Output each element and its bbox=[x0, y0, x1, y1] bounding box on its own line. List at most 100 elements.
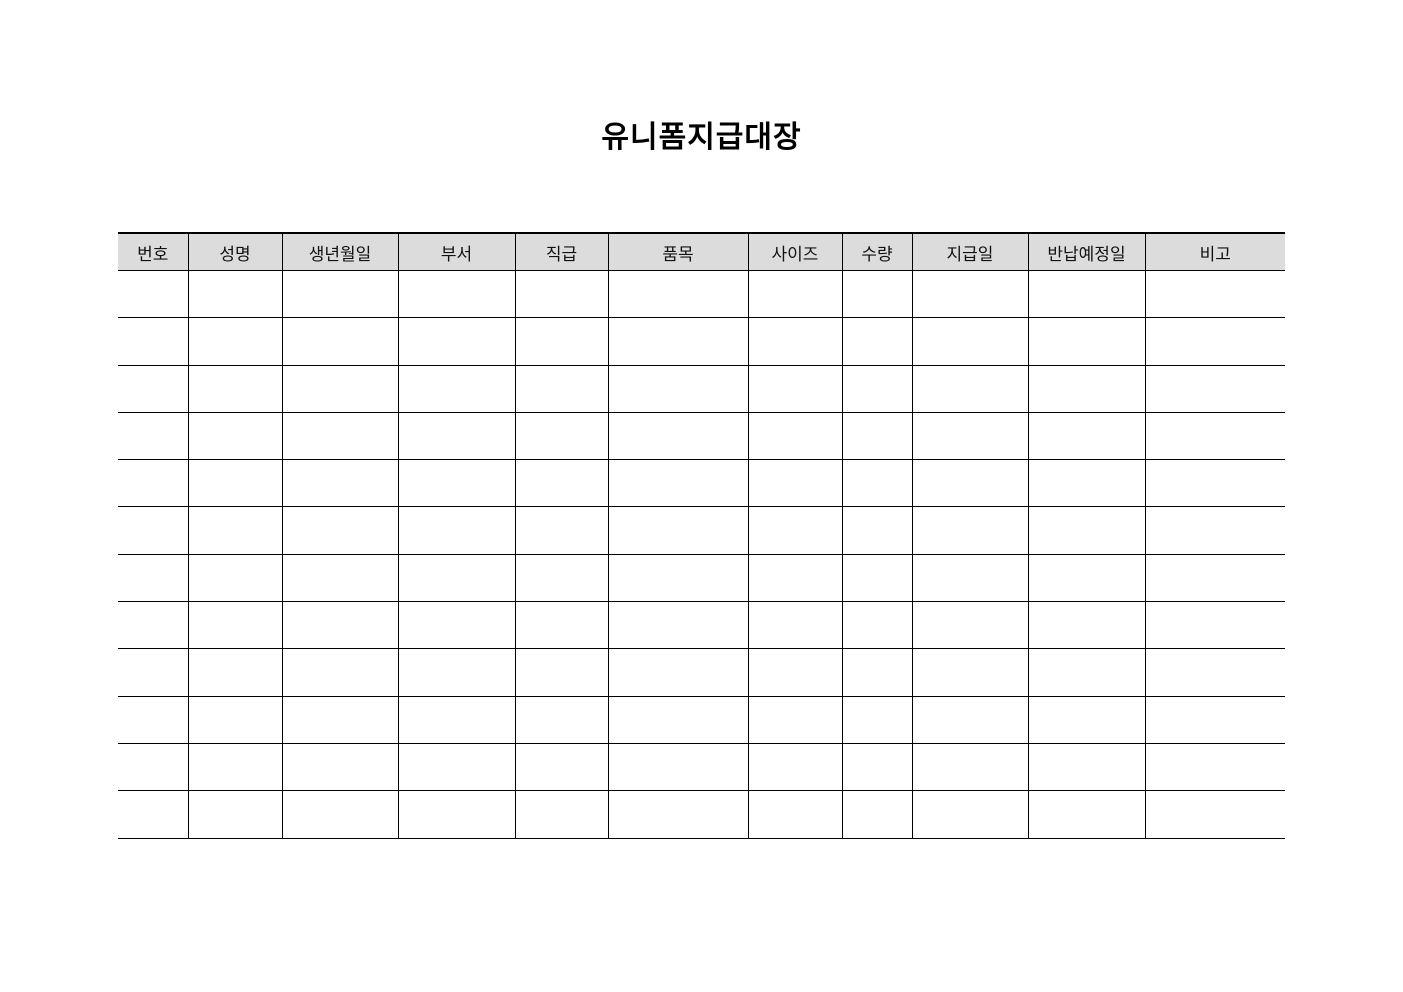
table-cell[interactable] bbox=[1027, 790, 1146, 839]
table-cell[interactable] bbox=[281, 601, 399, 650]
table-cell[interactable] bbox=[187, 553, 283, 603]
table-cell[interactable] bbox=[514, 411, 609, 461]
table-cell[interactable] bbox=[911, 695, 1029, 744]
table-cell[interactable] bbox=[514, 790, 609, 839]
table-cell[interactable] bbox=[118, 317, 189, 366]
table-cell[interactable] bbox=[1027, 742, 1146, 792]
table-cell[interactable] bbox=[187, 790, 283, 839]
table-cell[interactable] bbox=[397, 553, 516, 603]
table-cell[interactable] bbox=[911, 411, 1029, 461]
table-cell[interactable] bbox=[187, 364, 283, 413]
table-cell[interactable] bbox=[607, 601, 749, 650]
table-cell[interactable] bbox=[514, 553, 609, 603]
table-cell[interactable] bbox=[187, 317, 283, 366]
table-cell[interactable] bbox=[1144, 648, 1285, 697]
table-cell[interactable] bbox=[747, 411, 843, 461]
table-cell[interactable] bbox=[118, 790, 189, 839]
table-cell[interactable] bbox=[397, 459, 516, 508]
table-cell[interactable] bbox=[118, 742, 189, 792]
table-cell[interactable] bbox=[747, 364, 843, 413]
table-cell[interactable] bbox=[187, 459, 283, 508]
table-cell[interactable] bbox=[397, 695, 516, 744]
table-cell[interactable] bbox=[607, 411, 749, 461]
table-cell[interactable] bbox=[607, 553, 749, 603]
table-cell[interactable] bbox=[281, 648, 399, 697]
table-cell[interactable] bbox=[841, 553, 913, 603]
table-cell[interactable] bbox=[1144, 459, 1285, 508]
table-cell[interactable] bbox=[118, 648, 189, 697]
table-cell[interactable] bbox=[514, 601, 609, 650]
table-cell[interactable] bbox=[607, 317, 749, 366]
table-cell[interactable] bbox=[118, 364, 189, 413]
table-cell[interactable] bbox=[747, 601, 843, 650]
table-cell[interactable] bbox=[281, 364, 399, 413]
table-cell[interactable] bbox=[281, 411, 399, 461]
table-cell[interactable] bbox=[514, 506, 609, 555]
table-cell[interactable] bbox=[118, 553, 189, 603]
table-cell[interactable] bbox=[747, 790, 843, 839]
table-cell[interactable] bbox=[607, 790, 749, 839]
table-cell[interactable] bbox=[841, 269, 913, 319]
table-cell[interactable] bbox=[1027, 459, 1146, 508]
table-cell[interactable] bbox=[607, 364, 749, 413]
table-cell[interactable] bbox=[514, 459, 609, 508]
table-cell[interactable] bbox=[1144, 695, 1285, 744]
table-cell[interactable] bbox=[1027, 601, 1146, 650]
table-cell[interactable] bbox=[281, 553, 399, 603]
table-cell[interactable] bbox=[1027, 648, 1146, 697]
table-cell[interactable] bbox=[841, 695, 913, 744]
table-cell[interactable] bbox=[187, 506, 283, 555]
table-cell[interactable] bbox=[1144, 742, 1285, 792]
table-cell[interactable] bbox=[397, 601, 516, 650]
table-cell[interactable] bbox=[281, 269, 399, 319]
table-cell[interactable] bbox=[118, 695, 189, 744]
table-cell[interactable] bbox=[911, 648, 1029, 697]
table-cell[interactable] bbox=[747, 648, 843, 697]
table-cell[interactable] bbox=[607, 742, 749, 792]
table-cell[interactable] bbox=[281, 459, 399, 508]
table-cell[interactable] bbox=[841, 648, 913, 697]
table-cell[interactable] bbox=[911, 790, 1029, 839]
table-cell[interactable] bbox=[1144, 553, 1285, 603]
table-cell[interactable] bbox=[281, 506, 399, 555]
table-cell[interactable] bbox=[747, 269, 843, 319]
table-cell[interactable] bbox=[281, 695, 399, 744]
table-cell[interactable] bbox=[841, 459, 913, 508]
table-cell[interactable] bbox=[1144, 364, 1285, 413]
table-cell[interactable] bbox=[607, 648, 749, 697]
table-cell[interactable] bbox=[397, 506, 516, 555]
table-cell[interactable] bbox=[747, 742, 843, 792]
table-cell[interactable] bbox=[1144, 317, 1285, 366]
table-cell[interactable] bbox=[747, 459, 843, 508]
table-cell[interactable] bbox=[1027, 506, 1146, 555]
table-cell[interactable] bbox=[841, 790, 913, 839]
table-cell[interactable] bbox=[514, 364, 609, 413]
table-cell[interactable] bbox=[514, 269, 609, 319]
table-cell[interactable] bbox=[747, 317, 843, 366]
table-cell[interactable] bbox=[281, 317, 399, 366]
table-cell[interactable] bbox=[397, 411, 516, 461]
table-cell[interactable] bbox=[187, 742, 283, 792]
table-cell[interactable] bbox=[1027, 553, 1146, 603]
table-cell[interactable] bbox=[841, 411, 913, 461]
table-cell[interactable] bbox=[514, 695, 609, 744]
table-cell[interactable] bbox=[1027, 695, 1146, 744]
table-cell[interactable] bbox=[841, 317, 913, 366]
table-cell[interactable] bbox=[1027, 411, 1146, 461]
table-cell[interactable] bbox=[118, 269, 189, 319]
table-cell[interactable] bbox=[747, 695, 843, 744]
table-cell[interactable] bbox=[118, 411, 189, 461]
table-cell[interactable] bbox=[514, 648, 609, 697]
table-cell[interactable] bbox=[607, 459, 749, 508]
table-cell[interactable] bbox=[911, 459, 1029, 508]
table-cell[interactable] bbox=[911, 601, 1029, 650]
table-cell[interactable] bbox=[1144, 269, 1285, 319]
table-cell[interactable] bbox=[514, 317, 609, 366]
table-cell[interactable] bbox=[187, 601, 283, 650]
table-cell[interactable] bbox=[1144, 790, 1285, 839]
table-cell[interactable] bbox=[911, 506, 1029, 555]
table-cell[interactable] bbox=[911, 742, 1029, 792]
table-cell[interactable] bbox=[841, 506, 913, 555]
table-cell[interactable] bbox=[187, 269, 283, 319]
table-cell[interactable] bbox=[607, 269, 749, 319]
